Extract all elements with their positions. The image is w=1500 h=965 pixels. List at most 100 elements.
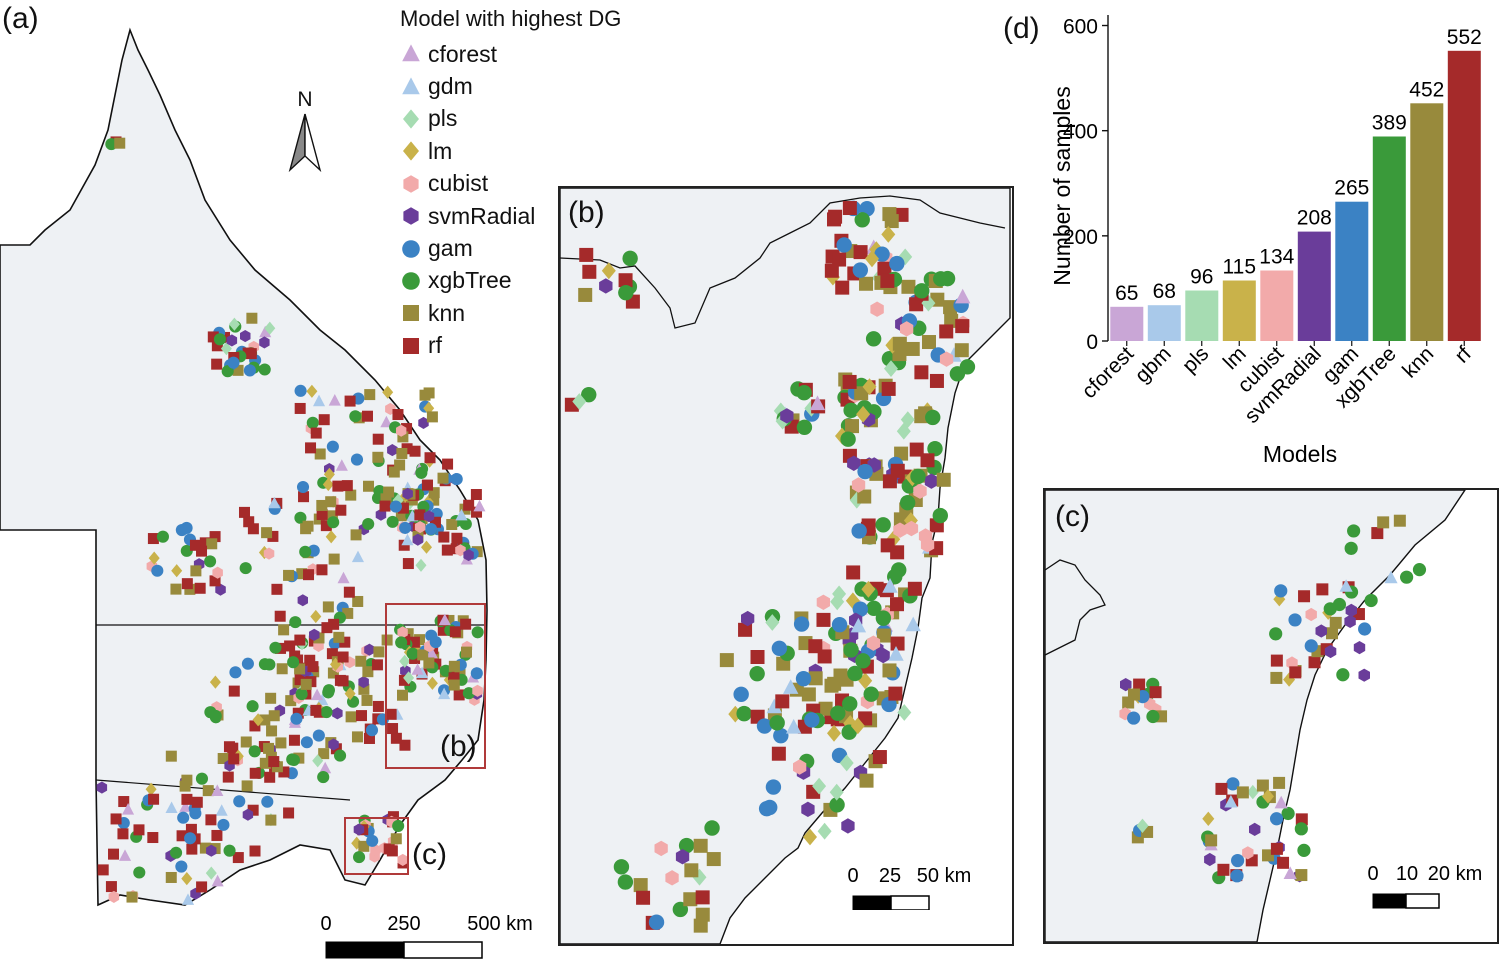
sample-point <box>327 667 339 679</box>
sample-point <box>450 473 463 486</box>
sample-point <box>363 480 375 492</box>
sample-point <box>211 358 223 370</box>
sample-point <box>265 692 277 704</box>
sample-point <box>294 384 307 397</box>
sample-point <box>423 510 435 523</box>
inset-map-b: (b) 0 25 50 km <box>558 186 1014 946</box>
sample-point <box>875 610 892 626</box>
sample-point <box>835 280 850 295</box>
sample-point <box>171 564 183 578</box>
sample-point <box>1329 616 1342 629</box>
sample-point <box>366 834 379 847</box>
sample-point <box>274 610 286 622</box>
sample-point <box>394 459 406 471</box>
sample-point <box>294 402 306 414</box>
sample-point <box>396 424 407 437</box>
legend-item-lm: lm <box>400 135 621 167</box>
sample-point <box>217 753 229 765</box>
sample-point <box>249 720 261 732</box>
sample-point <box>352 595 364 607</box>
sample-point <box>448 672 460 684</box>
sample-point <box>1274 584 1288 598</box>
sample-point <box>328 618 340 630</box>
sample-point <box>196 545 208 557</box>
sample-point <box>182 893 195 905</box>
sample-point <box>882 207 897 222</box>
sample-point <box>223 844 236 857</box>
sample-point <box>199 842 211 854</box>
sample-point <box>199 537 211 549</box>
sample-point <box>204 555 217 568</box>
sample-point <box>881 696 897 713</box>
sample-point <box>463 499 475 511</box>
sample-point <box>344 395 356 407</box>
sample-point <box>890 636 905 651</box>
sample-point <box>165 750 177 762</box>
sample-point <box>189 807 202 820</box>
sample-point <box>933 271 949 287</box>
sample-point <box>900 321 914 337</box>
sample-point <box>1295 869 1308 882</box>
sample-point <box>313 394 326 407</box>
sample-point <box>428 487 440 499</box>
sample-point <box>581 386 597 403</box>
sample-point <box>105 881 117 893</box>
sample-point <box>859 276 874 291</box>
sample-point <box>905 341 920 356</box>
sample-point <box>290 712 303 725</box>
sample-point <box>1344 614 1356 628</box>
sample-point <box>278 766 290 778</box>
sample-point <box>268 710 280 722</box>
sample-point <box>321 622 333 634</box>
sample-point <box>241 657 254 670</box>
sample-point <box>314 448 326 460</box>
sample-point <box>362 517 375 531</box>
sample-point <box>268 756 280 768</box>
sample-point <box>888 686 903 701</box>
sample-point <box>795 670 812 687</box>
sample-point <box>736 705 752 722</box>
sample-point <box>769 715 785 731</box>
sample-point <box>339 636 351 648</box>
sample-point <box>242 808 254 821</box>
sample-point <box>865 331 882 347</box>
sample-point <box>148 551 160 565</box>
sample-point <box>617 874 634 890</box>
sample-point <box>601 262 616 280</box>
sample-point <box>246 312 258 324</box>
sample-point <box>415 466 428 479</box>
sample-point <box>310 609 322 624</box>
sample-point <box>857 489 872 504</box>
sample-point <box>363 732 375 744</box>
sample-point <box>399 654 411 668</box>
hexagon-marker-icon <box>403 174 419 193</box>
sample-point <box>939 351 954 367</box>
sample-point <box>842 374 857 389</box>
sample-point <box>402 487 413 500</box>
sample-point <box>824 263 839 278</box>
sample-point <box>599 278 613 294</box>
sample-point <box>179 800 192 812</box>
sample-point <box>910 468 926 485</box>
sample-point <box>264 321 276 335</box>
sample-point <box>424 452 436 464</box>
north-label: N <box>297 88 313 111</box>
sample-point <box>914 365 929 380</box>
sample-point <box>1269 812 1284 826</box>
sample-point <box>1204 852 1216 867</box>
sample-point <box>899 495 916 511</box>
sample-point <box>332 707 343 720</box>
sample-point <box>841 818 855 834</box>
sample-point <box>320 706 333 719</box>
sample-point <box>857 463 873 480</box>
sample-point <box>276 663 288 675</box>
sample-point <box>1283 866 1297 879</box>
sample-point <box>1298 590 1311 603</box>
sample-point <box>423 401 435 415</box>
sample-point <box>939 324 954 339</box>
sample-point <box>397 853 408 866</box>
sample-point <box>275 737 287 749</box>
x-tick-label: gbm <box>1131 342 1176 387</box>
sample-point <box>836 237 852 253</box>
sample-point <box>1305 607 1317 622</box>
